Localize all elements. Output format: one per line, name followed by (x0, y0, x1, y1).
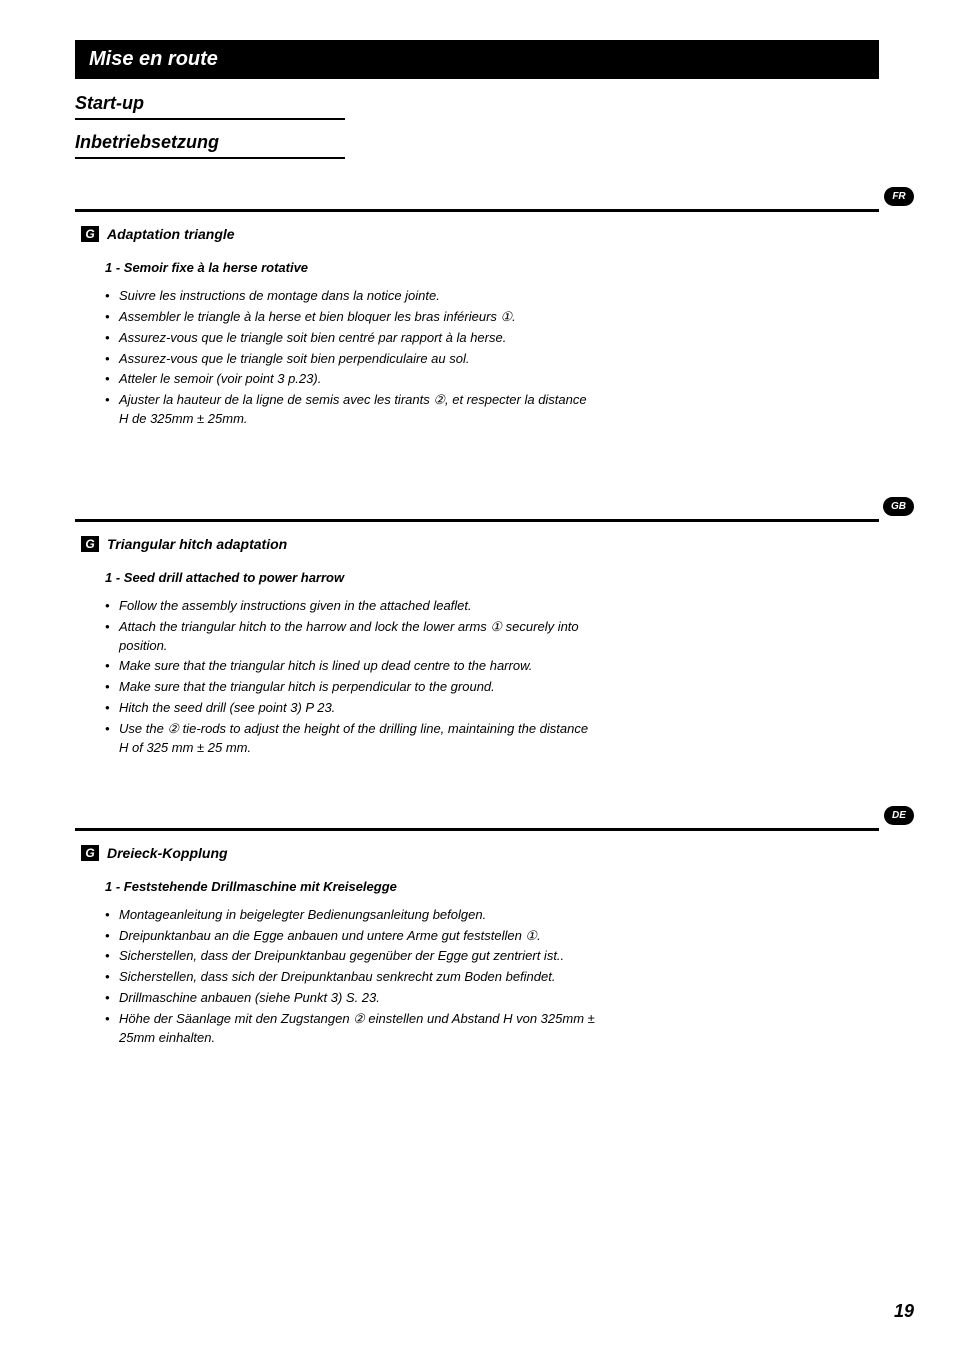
g-icon: G (81, 226, 99, 242)
header-gb: Start-up (75, 93, 345, 120)
list-item: Use the ② tie-rods to adjust the height … (105, 720, 595, 758)
section-heading-de: G Dreieck-Kopplung (81, 845, 879, 861)
section-de: DE G Dreieck-Kopplung 1 - Feststehende D… (75, 828, 879, 1048)
section-rule (75, 209, 879, 212)
list-item: Sicherstellen, dass sich der Dreipunktan… (105, 968, 595, 987)
section-subtitle: 1 - Seed drill attached to power harrow (105, 570, 879, 585)
list-item: Ajuster la hauteur de la ligne de semis … (105, 391, 595, 429)
section-gb: GB G Triangular hitch adaptation 1 - See… (75, 519, 879, 758)
list-item: Montageanleitung in beigelegter Bedienun… (105, 906, 595, 925)
section-subtitle: 1 - Feststehende Drillmaschine mit Kreis… (105, 879, 879, 894)
g-icon: G (81, 845, 99, 861)
header-de: Inbetriebsetzung (75, 132, 345, 159)
section-fr: FR G Adaptation triangle 1 - Semoir fixe… (75, 209, 879, 429)
list-item: Follow the assembly instructions given i… (105, 597, 595, 616)
list-item: Hitch the seed drill (see point 3) P 23. (105, 699, 595, 718)
list-item: Assembler le triangle à la herse et bien… (105, 308, 595, 327)
list-item: Make sure that the triangular hitch is l… (105, 657, 595, 676)
section-title: Dreieck-Kopplung (107, 845, 228, 861)
section-title: Triangular hitch adaptation (107, 536, 287, 552)
section-heading-fr: G Adaptation triangle (81, 226, 879, 242)
list-item: Atteler le semoir (voir point 3 p.23). (105, 370, 595, 389)
section-title: Adaptation triangle (107, 226, 235, 242)
header-bar-fr: Mise en route (75, 40, 879, 79)
list-item: Assurez-vous que le triangle soit bien p… (105, 350, 595, 369)
list-item: Höhe der Säanlage mit den Zugstangen ② e… (105, 1010, 595, 1048)
section-subtitle: 1 - Semoir fixe à la herse rotative (105, 260, 879, 275)
list-item: Sicherstellen, dass der Dreipunktanbau g… (105, 947, 595, 966)
list-item: Suivre les instructions de montage dans … (105, 287, 595, 306)
bullet-list: Montageanleitung in beigelegter Bedienun… (105, 906, 595, 1048)
list-item: Make sure that the triangular hitch is p… (105, 678, 595, 697)
list-item: Dreipunktanbau an die Egge anbauen und u… (105, 927, 595, 946)
section-heading-gb: G Triangular hitch adaptation (81, 536, 879, 552)
list-item: Assurez-vous que le triangle soit bien c… (105, 329, 595, 348)
section-rule (75, 828, 879, 831)
page-number: 19 (894, 1301, 914, 1322)
lang-tab-gb: GB (883, 497, 914, 516)
lang-tab-de: DE (884, 806, 914, 825)
list-item: Drillmaschine anbauen (siehe Punkt 3) S.… (105, 989, 595, 1008)
bullet-list: Suivre les instructions de montage dans … (105, 287, 595, 429)
bullet-list: Follow the assembly instructions given i… (105, 597, 595, 758)
lang-tab-fr: FR (884, 187, 914, 206)
section-rule (75, 519, 879, 522)
g-icon: G (81, 536, 99, 552)
list-item: Attach the triangular hitch to the harro… (105, 618, 595, 656)
